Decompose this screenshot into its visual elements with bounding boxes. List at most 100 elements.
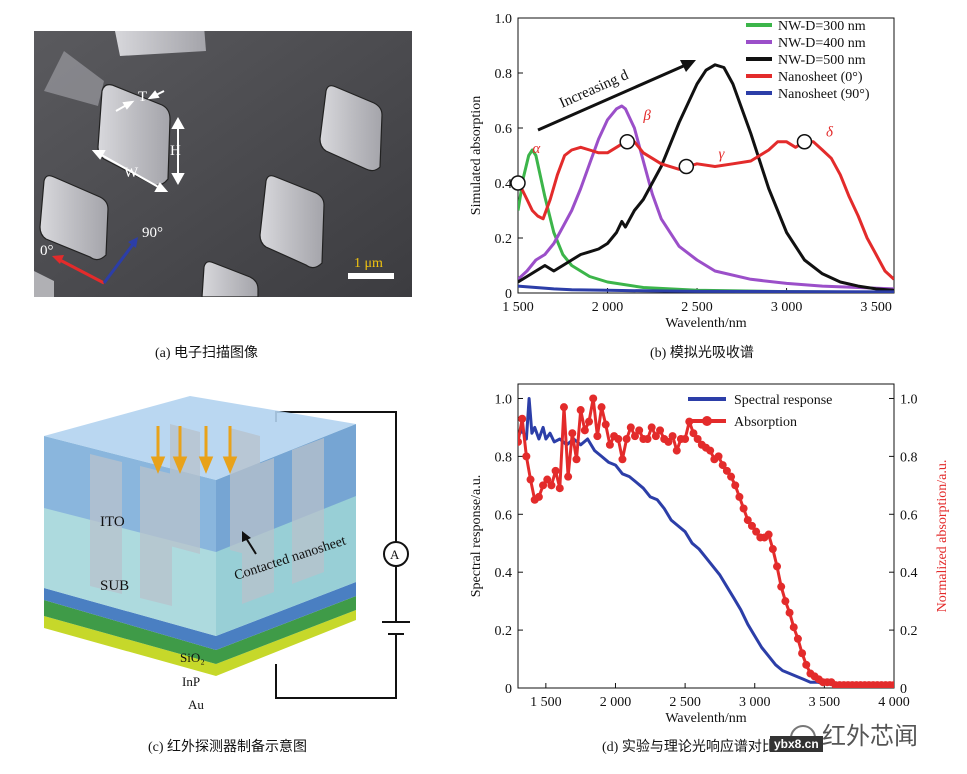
caption-c: (c) 红外探测器制备示意图: [148, 740, 308, 755]
plot-frame: [517, 17, 895, 294]
legend-label: Nanosheet (90°): [778, 87, 870, 102]
absorption-point: [568, 429, 577, 438]
absorption-chart-panel: 1 500 2 000 2 500 3 000 3 500 0 0.2 0.4 0.6 0.8 1.…: [456, 8, 956, 364]
absorption-point: [768, 545, 777, 554]
legend-label: Nanosheet (0°): [778, 70, 863, 85]
resonance-marker: [796, 134, 813, 150]
y-tick-label: 0: [505, 287, 512, 302]
absorption-point: [597, 403, 606, 412]
x-tick-label: 1 500: [502, 300, 534, 315]
legend-label: NW-D=300 nm: [778, 19, 866, 34]
absorption-point: [614, 435, 623, 444]
absorption-point: [722, 466, 731, 475]
absorption-point: [706, 446, 715, 455]
series-line-nw-d-400-nm: [518, 104, 894, 291]
absorption-point: [593, 432, 602, 441]
absorption-point: [559, 403, 568, 412]
caption-b: (b) 模拟光吸收谱: [650, 346, 754, 361]
absorption-point: [777, 582, 786, 591]
series-line-nw-d-300-nm: [518, 148, 894, 293]
sem-image-panel: T H W 0° 90° 1 μm: [34, 26, 412, 298]
absorption-point: [668, 432, 677, 441]
legend-label: NW-D=500 nm: [778, 53, 866, 68]
caption-d: (d) 实验与理论光响应谱对比: [602, 740, 776, 755]
resonance-marker: [619, 134, 635, 150]
response-chart-panel: 1 500 2 000 2 500 3 000 3 500 4 000 0 0 0.2 0.2 0.…: [456, 376, 967, 736]
absorption-point: [543, 475, 552, 484]
contacted-arrow: [242, 531, 257, 555]
y2-tick-label: 0.8: [900, 450, 918, 465]
absorption-point: [551, 466, 560, 475]
y2-tick-label: 0: [900, 682, 907, 697]
absorption-point: [714, 452, 723, 461]
absorption-point: [576, 406, 585, 415]
y-tick-label: 0.8: [495, 67, 513, 82]
x-tick-label: 2 500: [681, 300, 713, 315]
x-tick-label: 4 000: [878, 695, 910, 710]
absorption-point: [647, 423, 656, 432]
simulated-absorption-chart: 1 500 2 000 2 500 3 000 3 500 0 0.2 0.4 0.6 0.8 1.…: [469, 12, 895, 331]
resonance-marker: [510, 175, 526, 191]
angle-axes: [52, 237, 138, 285]
y-tick-label: 0.8: [495, 450, 513, 465]
sio2-layer: [44, 582, 356, 650]
width-marker: [91, 150, 169, 192]
absorption-point: [656, 426, 665, 435]
device-schematic-panel: A ITO SU: [30, 384, 450, 729]
absorption-point: [798, 649, 807, 658]
absorption-point: [773, 562, 782, 571]
sem-image: T H W 0° 90° 1 μm: [34, 26, 412, 298]
absorption-point: [580, 426, 589, 435]
absorption-point: [785, 608, 794, 617]
absorption-point: [534, 492, 543, 501]
greek-label: α: [532, 141, 541, 157]
absorption-point: [635, 426, 644, 435]
absorption-point: [747, 521, 756, 530]
absorption-point: [681, 435, 690, 444]
absorption-point: [672, 446, 681, 455]
y-tick-label: 0.2: [495, 624, 513, 639]
x-tick-label: 3 000: [771, 300, 803, 315]
absorption-point: [585, 417, 594, 426]
y-tick-label: 1.0: [495, 12, 513, 27]
absorption-point: [890, 681, 894, 688]
absorption-point: [664, 437, 673, 446]
series-line-nanosheet-90-: [518, 284, 894, 293]
absorption-point: [689, 429, 698, 438]
x-tick-label: 2 000: [592, 300, 624, 315]
thickness-marker: [115, 90, 165, 112]
legend-label: Spectral response: [734, 393, 832, 408]
label-inp: InP: [182, 674, 200, 689]
x-tick-label: 3 500: [809, 695, 841, 710]
y2-tick-label: 0.6: [900, 508, 918, 523]
absorption-point: [589, 394, 598, 403]
absorption-point: [735, 492, 744, 501]
absorption-point: [622, 435, 631, 444]
absorption-point: [643, 435, 652, 444]
label-ito: ITO: [100, 514, 125, 530]
y-axis-label: Spectral response/a.u.: [469, 475, 484, 597]
x-tick-label: 3 000: [739, 695, 771, 710]
resonance-marker: [678, 158, 695, 175]
label-au: Au: [188, 697, 204, 712]
watermark-site: ybx8.cn: [770, 736, 823, 752]
absorption-point: [693, 435, 702, 444]
label-w: W: [124, 165, 139, 181]
watermark-brand-text: 红外芯闻: [822, 723, 918, 750]
absorption-point: [518, 437, 522, 446]
inp-layer: [44, 596, 356, 664]
x-axis-label: Wavelenth/nm: [665, 711, 746, 726]
x-tick-label: 2 500: [669, 695, 701, 710]
y-tick-label: 1.0: [495, 392, 513, 407]
label-sio2: SiO₂: [180, 650, 205, 665]
y2-tick-label: 0.4: [900, 566, 918, 581]
scale-bar: [348, 273, 394, 279]
label-angle-90: 90°: [142, 225, 163, 241]
x-axis-label: Wavelenth/nm: [665, 316, 746, 331]
plot-frame: [517, 383, 895, 689]
absorption-point: [727, 472, 736, 481]
increasing-d-arrow: [537, 62, 689, 132]
legend-label: NW-D=400 nm: [778, 36, 866, 51]
absorption-point: [601, 420, 610, 429]
device-schematic: A ITO SU: [44, 396, 410, 712]
